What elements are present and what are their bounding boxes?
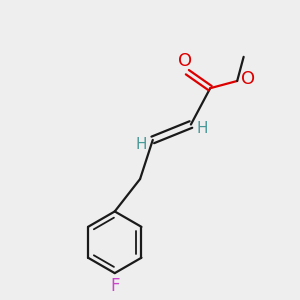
Text: H: H: [196, 122, 208, 136]
Text: O: O: [241, 70, 255, 88]
Text: O: O: [178, 52, 192, 70]
Text: F: F: [110, 277, 119, 295]
Text: H: H: [136, 137, 147, 152]
